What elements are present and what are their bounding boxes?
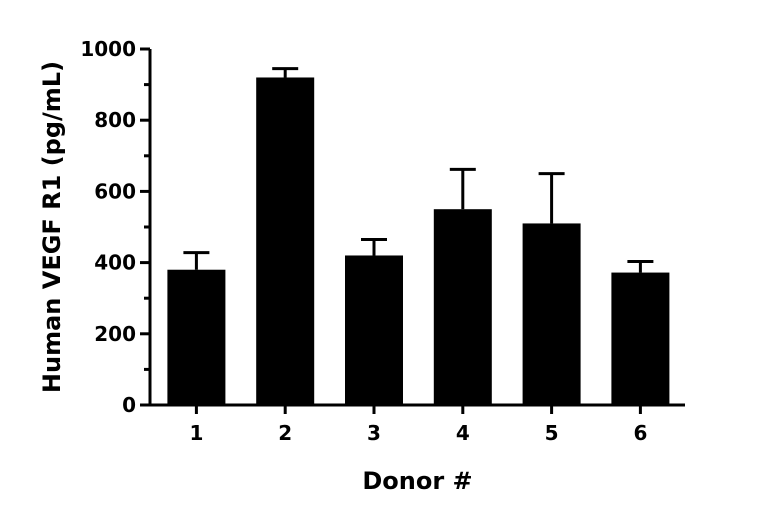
x-tick-label: 1: [189, 421, 203, 445]
x-tick-label: 3: [367, 421, 381, 445]
x-axis-title: Donor #: [362, 467, 472, 495]
y-tick-label: 800: [94, 108, 136, 132]
x-tick-label: 2: [278, 421, 292, 445]
bar-donor-5: [522, 223, 581, 405]
y-ticks-layer: 0 200 400 600 800 1000: [80, 37, 150, 417]
y-tick-label: 200: [94, 322, 136, 346]
bar-donor-2: [256, 77, 315, 405]
x-tick-label: 4: [456, 421, 470, 445]
x-tick-label: 6: [633, 421, 647, 445]
y-tick-label: 0: [122, 393, 136, 417]
bar-donor-4: [433, 209, 492, 405]
y-tick-label: 400: [94, 251, 136, 275]
bars-layer: [167, 77, 670, 405]
y-tick-label: 1000: [80, 37, 136, 61]
bar-donor-3: [345, 255, 403, 405]
y-axis-title: Human VEGF R1 (pg/mL): [38, 61, 66, 393]
x-tick-label: 5: [545, 421, 559, 445]
bar-donor-6: [611, 272, 670, 405]
x-ticks-layer: 1 2 3 4 5 6: [189, 405, 647, 445]
error-bars-layer: [183, 67, 654, 273]
y-tick-label: 600: [94, 179, 136, 203]
axes-layer: [148, 49, 685, 407]
bar-donor-1: [167, 269, 226, 405]
